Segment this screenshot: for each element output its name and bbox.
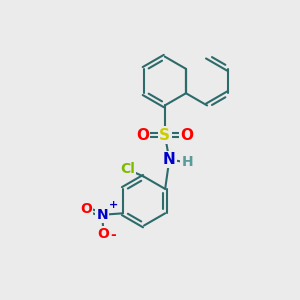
Text: O: O [80, 202, 92, 216]
Text: O: O [98, 227, 109, 241]
Text: +: + [109, 200, 118, 210]
Text: O: O [136, 128, 149, 142]
Text: -: - [110, 229, 116, 242]
Text: H: H [181, 155, 193, 170]
Text: S: S [159, 128, 170, 142]
Text: N: N [163, 152, 176, 167]
Text: Cl: Cl [120, 162, 135, 176]
Text: N: N [96, 208, 108, 222]
Text: O: O [181, 128, 194, 142]
